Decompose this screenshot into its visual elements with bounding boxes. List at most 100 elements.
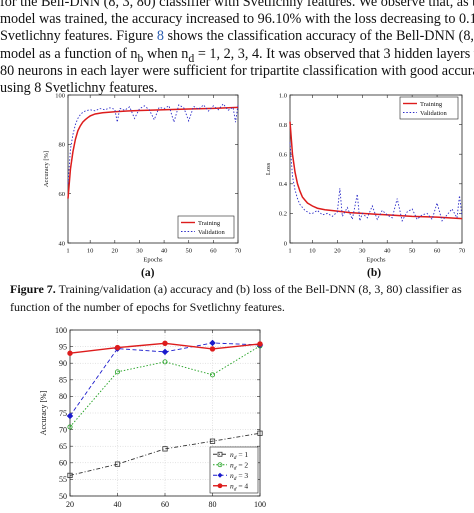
x-tick-label: 60 bbox=[434, 248, 441, 255]
series-line bbox=[69, 432, 261, 476]
x-tick-label: 60 bbox=[161, 500, 169, 509]
x-tick-label: 10 bbox=[309, 248, 316, 255]
x-tick-label: 20 bbox=[112, 248, 119, 255]
y-tick-label: 100 bbox=[55, 92, 65, 99]
figure-link[interactable]: 8 bbox=[156, 28, 164, 45]
y-tick-label: 40 bbox=[59, 240, 66, 247]
y-tick-label: 75 bbox=[59, 409, 67, 418]
x-tick-label: 40 bbox=[114, 500, 122, 509]
y-tick-label: 0.4 bbox=[279, 181, 288, 188]
data-point bbox=[161, 348, 169, 356]
y-tick-label: 100 bbox=[55, 326, 67, 335]
paragraph-line: 80 neurons in each layer were sufficient… bbox=[0, 62, 474, 79]
series-line bbox=[67, 106, 239, 199]
legend-marker bbox=[217, 472, 223, 478]
data-point bbox=[115, 369, 121, 375]
series-line bbox=[289, 142, 463, 223]
paragraph-line: Svetlichny features. Figure 8 shows the … bbox=[0, 28, 474, 45]
y-tick-label: 90 bbox=[59, 359, 67, 368]
x-tick-label: 10 bbox=[87, 248, 94, 255]
x-tick-label: 70 bbox=[459, 248, 466, 255]
data-point bbox=[67, 424, 73, 430]
data-point bbox=[67, 350, 73, 356]
paragraph-text: when n bbox=[143, 45, 189, 62]
x-axis-label: nb bbox=[162, 509, 169, 513]
caption-text: Training/validation (a) accuracy and (b)… bbox=[55, 282, 462, 296]
x-tick-label: 30 bbox=[136, 248, 143, 255]
plot-frame bbox=[289, 94, 463, 244]
legend-label: Validation bbox=[198, 229, 225, 236]
x-tick-label: 50 bbox=[409, 248, 416, 255]
paragraph-text: model as a function of n bbox=[0, 45, 138, 62]
y-tick-label: 50 bbox=[59, 492, 67, 501]
y-axis-label: Loss bbox=[265, 162, 272, 175]
legend-box bbox=[177, 215, 235, 239]
y-tick-label: 80 bbox=[59, 392, 67, 401]
y-tick-label: 70 bbox=[59, 425, 67, 434]
caption-line: function of the number of epochs for Sve… bbox=[10, 300, 285, 314]
caption-line: Figure 7. Training/validation (a) accura… bbox=[10, 280, 474, 298]
series-line bbox=[69, 345, 261, 428]
data-point bbox=[162, 446, 168, 452]
x-tick-label: 30 bbox=[359, 248, 366, 255]
data-point bbox=[114, 344, 121, 351]
y-tick-label: 0 bbox=[284, 240, 287, 247]
data-point bbox=[114, 461, 121, 467]
y-tick-label: 65 bbox=[59, 442, 67, 451]
paragraph-line: for the Bell-DNN (8, 3, 80) classifier w… bbox=[0, 0, 474, 10]
subfigure-label-a: (a) bbox=[141, 267, 155, 279]
y-tick-label: 0.6 bbox=[279, 151, 288, 158]
legend-marker bbox=[217, 451, 223, 457]
x-tick-label: 1 bbox=[288, 248, 291, 255]
data-point bbox=[209, 372, 215, 378]
legend-marker bbox=[217, 462, 223, 468]
paragraph-text: Svetlichny features. Figure bbox=[0, 28, 157, 45]
y-axis-label: Accuracy [%] bbox=[43, 151, 50, 187]
legend-label: nd = 2 bbox=[230, 460, 248, 471]
legend-label: Training bbox=[198, 220, 221, 227]
x-axis-label: Epochs bbox=[366, 257, 386, 264]
y-tick-label: 95 bbox=[59, 342, 67, 351]
x-tick-label: 80 bbox=[209, 500, 217, 509]
x-tick-label: 60 bbox=[210, 248, 217, 255]
x-tick-label: 100 bbox=[254, 500, 266, 509]
legend-label: nd = 1 bbox=[230, 450, 248, 461]
paragraph-line: model as a function of nb when nd = 1, 2… bbox=[0, 45, 474, 65]
series-line bbox=[67, 103, 239, 184]
caption-label: Figure 7. bbox=[10, 282, 56, 296]
data-point bbox=[209, 346, 216, 352]
figure-caption: Figure 7. Training/validation (a) accura… bbox=[10, 280, 474, 316]
data-point bbox=[162, 359, 168, 365]
y-axis-label: Accuracy [%] bbox=[39, 390, 48, 435]
x-tick-label: 20 bbox=[66, 500, 74, 509]
y-tick-label: 60 bbox=[59, 459, 67, 468]
x-tick-label: 40 bbox=[161, 248, 168, 255]
y-tick-label: 85 bbox=[59, 376, 67, 385]
y-tick-label: 0.8 bbox=[279, 122, 287, 129]
x-tick-label: 50 bbox=[185, 248, 192, 255]
data-point bbox=[257, 341, 263, 347]
legend-label: Training bbox=[420, 101, 443, 108]
y-tick-label: 80 bbox=[59, 142, 66, 149]
x-tick-label: 70 bbox=[235, 248, 242, 255]
y-tick-label: 0.2 bbox=[279, 211, 287, 218]
legend-box bbox=[399, 96, 459, 120]
paragraph-text: shows the classification accuracy of the… bbox=[163, 28, 474, 45]
legend-label: nd = 4 bbox=[230, 481, 248, 492]
data-point bbox=[67, 472, 73, 479]
data-point bbox=[66, 412, 74, 420]
paragraph-text: = 1, 2, 3, 4. It was observed that 3 hid… bbox=[194, 45, 474, 62]
x-tick-label: 1 bbox=[66, 248, 69, 255]
x-tick-label: 20 bbox=[334, 248, 341, 255]
data-point bbox=[257, 430, 263, 436]
x-tick-label: 40 bbox=[384, 248, 391, 255]
y-tick-label: 55 bbox=[59, 475, 67, 484]
legend-label: Validation bbox=[420, 110, 447, 117]
data-point bbox=[209, 438, 216, 444]
subscript: b bbox=[137, 50, 144, 65]
data-point bbox=[162, 340, 168, 346]
body-paragraph: for the Bell-DNN (8, 3, 80) classifier w… bbox=[0, 0, 474, 97]
data-point bbox=[209, 339, 216, 347]
paragraph-line: model was trained, the accuracy increase… bbox=[0, 11, 474, 28]
